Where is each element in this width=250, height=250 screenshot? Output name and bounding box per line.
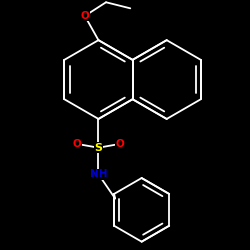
Text: O: O bbox=[73, 139, 82, 149]
Text: O: O bbox=[80, 11, 89, 21]
Text: O: O bbox=[115, 139, 124, 149]
Text: NH: NH bbox=[90, 169, 107, 179]
Text: S: S bbox=[94, 143, 102, 153]
